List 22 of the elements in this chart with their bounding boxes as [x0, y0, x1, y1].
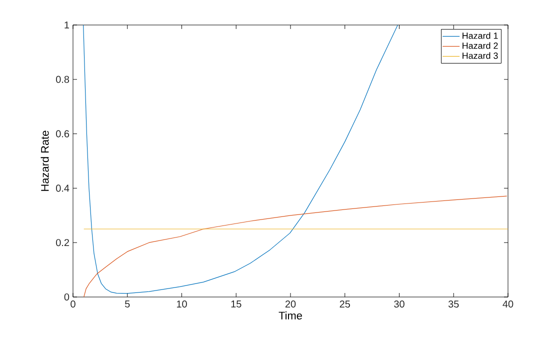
x-tick-label: 5 [125, 300, 130, 308]
x-tick-label: 25 [340, 300, 350, 308]
y-tick-label: 0.6 [56, 130, 70, 138]
y-tick-label: 0.4 [56, 184, 70, 192]
x-tick-label: 35 [448, 300, 459, 308]
y-tick-label: 0.8 [56, 76, 70, 83]
line-series [84, 196, 508, 297]
y-tick-label: 1 [64, 22, 70, 28]
x-tick-label: 10 [176, 300, 187, 308]
y-axis-title: Hazard Rate [40, 130, 49, 191]
x-tick-label: 15 [231, 300, 242, 308]
legend-label: Hazard 1 [462, 32, 498, 39]
legend-label: Hazard 3 [462, 52, 498, 59]
legend-label: Hazard 2 [462, 42, 498, 49]
x-tick-label: 30 [394, 300, 404, 308]
x-axis-title: Time [278, 311, 302, 320]
y-tick-label: 0 [64, 293, 70, 301]
line-series [83, 24, 398, 294]
x-tick-label: 0 [70, 300, 76, 308]
x-tick-label: 40 [502, 300, 514, 308]
x-tick-label: 20 [285, 300, 296, 308]
y-tick-label: 0.2 [56, 239, 69, 246]
